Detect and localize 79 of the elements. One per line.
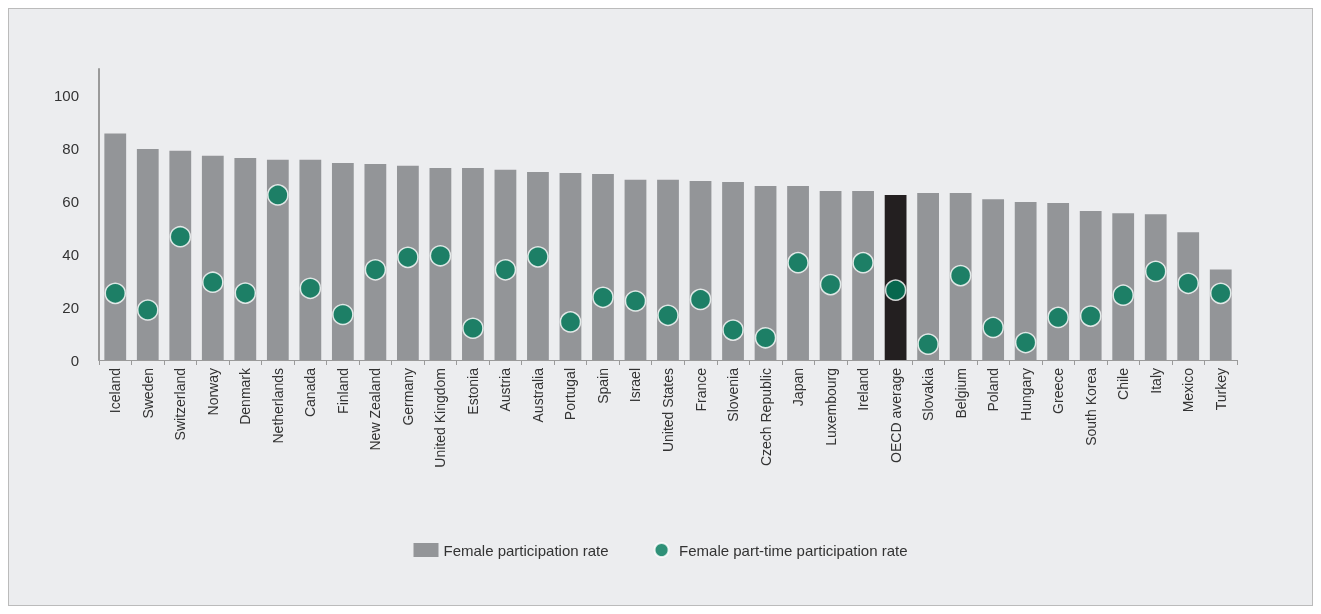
y-tick-label: 20 [62,298,79,316]
y-tick-label: 40 [62,245,79,263]
x-tick-label: Greece [1050,367,1067,414]
y-tick-label: 60 [62,192,79,210]
x-tick-label: Czech Republic [757,368,774,467]
x-tick-label: Hungary [1017,368,1034,421]
point [917,333,939,355]
point [689,288,712,311]
point [722,319,744,341]
point [1014,331,1037,354]
y-tick-label: 100 [53,86,79,104]
point [852,251,874,274]
x-tick-label: Ireland [855,368,872,411]
point [1177,272,1199,295]
x-tick-label: Spain [594,368,611,404]
x-tick-label: Slovenia [725,367,742,422]
point [169,225,192,248]
bar [884,194,907,360]
x-tick-label: Israel [627,368,644,403]
point [559,311,582,333]
x-tick-label: Germany [399,368,416,426]
point [657,304,679,327]
x-tick-label: Luxembourg [822,368,839,446]
point [494,259,517,281]
x-tick-label: New Zealand [367,368,384,451]
x-tick-label: Japan [790,368,807,407]
x-tick-label: Canada [302,367,319,418]
x-tick-label: Netherlands [269,368,286,444]
x-tick-label: Turkey [1212,368,1229,411]
point [462,317,484,339]
point [137,299,159,321]
point [1079,305,1102,327]
x-tick-label: Portugal [562,368,579,421]
point [202,271,224,293]
point [364,259,387,281]
point [884,279,907,301]
point [104,282,127,305]
point [527,246,549,268]
y-tick-label: 80 [62,139,79,157]
x-tick-label: United States [660,368,676,453]
point [397,246,419,269]
x-tick-label: Mexico [1180,367,1197,413]
point [982,316,1004,339]
point [1112,284,1134,306]
point [332,303,354,326]
legend-label: Female part-time participation rate [679,541,908,559]
point [949,264,972,287]
point [299,277,322,300]
x-tick-label: Finland [334,368,351,414]
point [1047,306,1069,329]
x-tick-label: Poland [985,368,1002,412]
legend-label: Female participation rate [443,541,609,559]
x-tick-label: Denmark [237,367,254,425]
point [819,273,842,296]
x-tick-label: France [692,367,709,412]
x-tick-label: Slovakia [920,367,937,421]
y-tick-label: 0 [70,351,79,369]
point [1144,260,1167,283]
point [429,245,452,267]
x-tick-label: OECD average [887,367,904,463]
point [787,251,809,274]
point [1210,282,1232,305]
x-tick-label: South Korea [1082,367,1099,446]
x-tick-label: Estonia [464,367,481,415]
x-tick-label: United Kingdom [432,368,449,468]
point [624,290,647,312]
x-tick-label: Austria [497,367,514,412]
point [754,327,777,349]
x-tick-label: Italy [1147,368,1164,394]
x-tick-label: Chile [1115,367,1132,400]
x-tick-label: Norway [204,368,221,416]
x-tick-label: Iceland [107,368,124,414]
x-tick-label: Belgium [952,368,969,419]
point [592,286,614,309]
point [267,184,289,206]
x-tick-label: Sweden [139,368,156,419]
x-tick-label: Switzerland [172,368,189,441]
x-tick-label: Australia [529,367,546,423]
point [234,282,257,304]
